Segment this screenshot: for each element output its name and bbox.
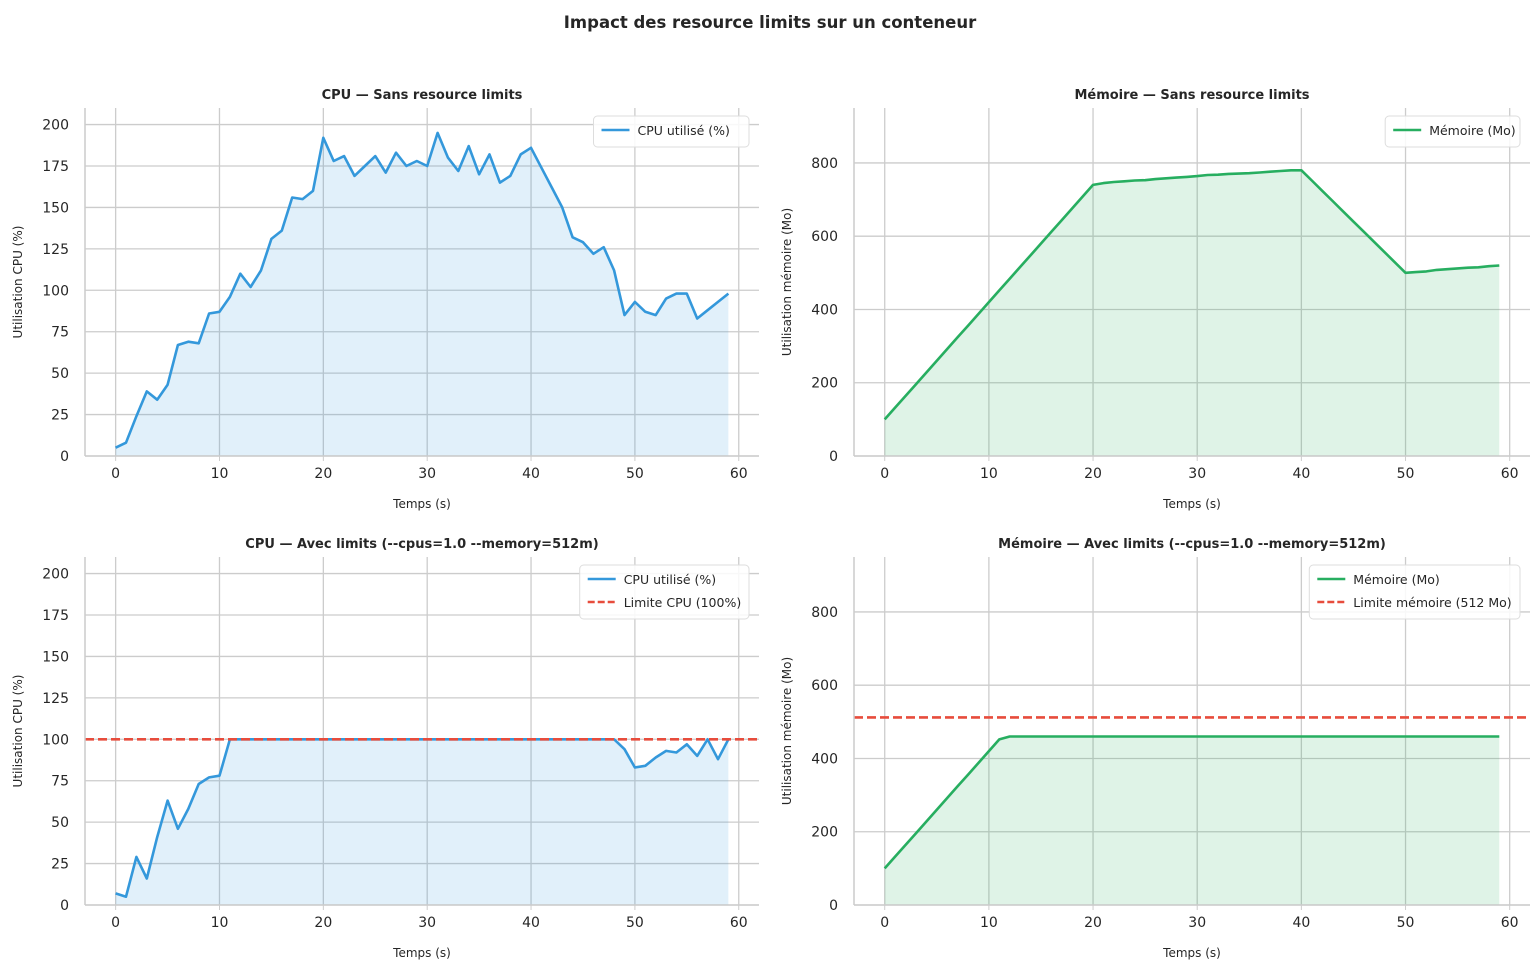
legend: CPU utilisé (%) xyxy=(593,115,750,148)
series-line-mem xyxy=(883,735,1500,870)
series-fill-mem xyxy=(884,736,1500,905)
x-tick-label: 40 xyxy=(1292,915,1310,931)
series-line-cpu xyxy=(115,131,730,449)
y-tick-label: 800 xyxy=(811,156,838,172)
legend-frame xyxy=(579,564,750,620)
y-tick-label: 0 xyxy=(60,449,69,465)
legend: Mémoire (Mo) Limite mémoire (512 Mo) xyxy=(1308,564,1521,620)
y-tick-label: 125 xyxy=(42,691,69,707)
y-tick-label: 100 xyxy=(42,732,69,748)
subplot-1: 0 10 20 30 40 50 60 0 25 50 75 100 125 150 175 200 CPU —… xyxy=(11,88,759,511)
series-fill-cpu xyxy=(115,132,729,456)
subplot-title: Mémoire — Sans resource limits xyxy=(1074,88,1309,103)
y-tick-label: 200 xyxy=(42,118,69,134)
figure-title: Impact des resource limits sur un conten… xyxy=(564,13,977,32)
x-tick-label: 60 xyxy=(1501,466,1519,482)
x-tick-label: 10 xyxy=(980,915,998,931)
y-tick-label: 0 xyxy=(829,898,838,914)
x-tick-label: 20 xyxy=(1084,466,1102,482)
subplot-title: Mémoire — Avec limits (--cpus=1.0 --memo… xyxy=(998,537,1386,552)
y-tick-label: 400 xyxy=(811,751,838,767)
x-tick-label: 30 xyxy=(418,466,436,482)
y-tick-label: 800 xyxy=(811,605,838,621)
y-tick-label: 0 xyxy=(829,449,838,465)
x-tick-label: 10 xyxy=(211,466,229,482)
y-tick-label: 600 xyxy=(811,678,838,694)
y-tick-label: 75 xyxy=(51,774,69,790)
x-tick-label: 40 xyxy=(522,915,540,931)
series-fill-mem xyxy=(884,170,1500,457)
y-axis-label: Utilisation CPU (%) xyxy=(11,675,25,788)
y-tick-label: 150 xyxy=(42,649,69,665)
legend-frame xyxy=(1384,115,1521,148)
x-tick-label: 60 xyxy=(730,466,748,482)
y-tick-label: 175 xyxy=(42,159,69,175)
x-tick-label: 60 xyxy=(730,915,748,931)
y-tick-label: 100 xyxy=(42,283,69,299)
x-axis-label: Temps (s) xyxy=(392,497,451,511)
x-tick-label: 40 xyxy=(522,466,540,482)
x-tick-label: 40 xyxy=(1292,466,1310,482)
x-tick-label: 50 xyxy=(626,915,644,931)
y-tick-label: 0 xyxy=(60,898,69,914)
x-tick-label: 20 xyxy=(314,915,332,931)
y-tick-label: 200 xyxy=(42,567,69,583)
x-tick-label: 30 xyxy=(1188,915,1206,931)
x-tick-label: 0 xyxy=(111,915,120,931)
y-tick-label: 25 xyxy=(51,857,69,873)
legend-label: Limite CPU (100%) xyxy=(624,595,742,610)
x-tick-label: 60 xyxy=(1501,915,1519,931)
y-tick-label: 200 xyxy=(811,825,838,841)
y-tick-label: 400 xyxy=(811,302,838,318)
x-tick-label: 20 xyxy=(1084,915,1102,931)
y-tick-label: 150 xyxy=(42,200,69,216)
legend-frame xyxy=(593,115,750,148)
series-line-cpu xyxy=(115,737,730,899)
legend-frame xyxy=(1308,564,1521,620)
subplot-3: 0 10 20 30 40 50 60 0 25 50 75 100 125 150 175 200 CPU —… xyxy=(11,537,759,960)
x-tick-label: 30 xyxy=(418,915,436,931)
y-tick-label: 50 xyxy=(51,366,69,382)
x-tick-label: 0 xyxy=(880,915,889,931)
y-tick-label: 25 xyxy=(51,408,69,424)
y-axis-label: Utilisation CPU (%) xyxy=(11,226,25,339)
x-tick-label: 50 xyxy=(1397,466,1415,482)
x-tick-label: 50 xyxy=(1397,915,1415,931)
y-tick-label: 175 xyxy=(42,608,69,624)
x-tick-label: 0 xyxy=(880,466,889,482)
y-tick-label: 600 xyxy=(811,229,838,245)
y-axis-label: Utilisation mémoire (Mo) xyxy=(780,657,794,805)
x-tick-label: 50 xyxy=(626,466,644,482)
y-tick-label: 50 xyxy=(51,815,69,831)
legend-label: CPU utilisé (%) xyxy=(624,572,716,587)
legend-label: Mémoire (Mo) xyxy=(1353,572,1440,587)
subplot-title: CPU — Sans resource limits xyxy=(322,88,523,103)
x-tick-label: 20 xyxy=(314,466,332,482)
legend: CPU utilisé (%) Limite CPU (100%) xyxy=(579,564,750,620)
x-axis-label: Temps (s) xyxy=(1162,497,1221,511)
legend-label: Mémoire (Mo) xyxy=(1429,123,1516,138)
y-tick-label: 125 xyxy=(42,242,69,258)
x-tick-label: 0 xyxy=(111,466,120,482)
y-axis-label: Utilisation mémoire (Mo) xyxy=(780,208,794,356)
x-tick-label: 30 xyxy=(1188,466,1206,482)
legend-label: Limite mémoire (512 Mo) xyxy=(1353,595,1511,610)
y-tick-label: 75 xyxy=(51,325,69,341)
x-axis-label: Temps (s) xyxy=(392,946,451,960)
subplot-title: CPU — Avec limits (--cpus=1.0 --memory=5… xyxy=(245,537,598,552)
series-line-mem xyxy=(883,169,1500,421)
legend: Mémoire (Mo) xyxy=(1384,115,1521,148)
y-tick-label: 200 xyxy=(811,376,838,392)
series-fill-cpu xyxy=(115,739,729,905)
x-tick-label: 10 xyxy=(980,466,998,482)
x-axis-label: Temps (s) xyxy=(1162,946,1221,960)
legend-label: CPU utilisé (%) xyxy=(638,123,730,138)
x-tick-label: 10 xyxy=(211,915,229,931)
